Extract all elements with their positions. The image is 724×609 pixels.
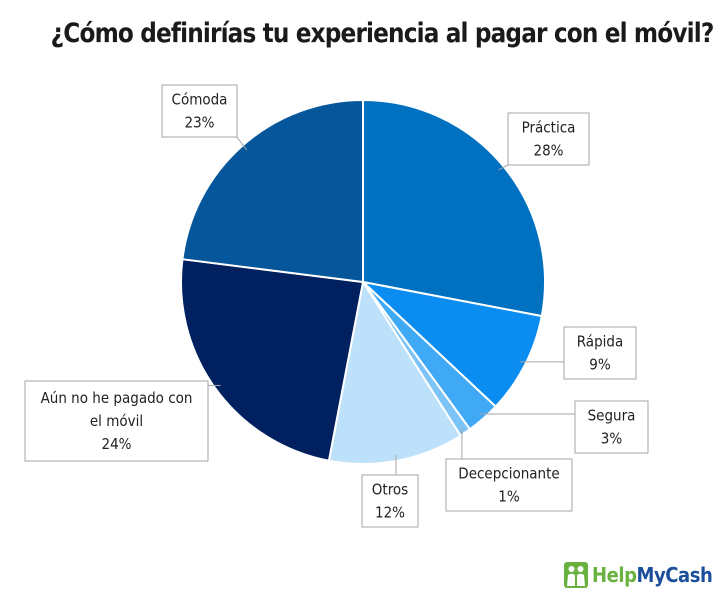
pie-slice-c-moda	[181, 98, 364, 284]
data-label-category: Cómoda	[172, 91, 228, 109]
data-label-category: Segura	[588, 407, 636, 425]
data-label-category: Otros	[372, 481, 408, 499]
data-label-value: 23%	[185, 114, 215, 132]
callout-box	[563, 326, 637, 380]
data-label-value: 9%	[589, 356, 611, 374]
pie-slice-pr-ctica	[362, 98, 546, 318]
data-label-value: 3%	[601, 430, 623, 448]
data-label-category: Aún no he pagado con	[41, 389, 193, 407]
callout-c-moda: Cómoda 23%	[161, 84, 238, 138]
chart-title: ¿Cómo definirías tu experiencia al pagar…	[50, 18, 715, 49]
callout-box	[574, 400, 649, 454]
data-label-category: el móvil	[90, 412, 143, 430]
callout-r-pida: Rápida 9%	[563, 326, 637, 380]
leader-line	[498, 164, 509, 171]
callout-pr-ctica: Práctica 28%	[507, 112, 590, 166]
callout-box	[24, 380, 209, 462]
leader-line	[236, 136, 248, 151]
brand-logo: HelpMyCash	[563, 560, 724, 590]
callout-segura: Segura 3%	[574, 400, 649, 454]
data-label-category: Rápida	[577, 333, 623, 351]
data-label-value: 12%	[375, 504, 405, 522]
callout-box	[361, 474, 419, 528]
people-icon	[564, 562, 588, 588]
callout-box	[507, 112, 590, 166]
callout-box	[161, 84, 238, 138]
data-label-value: 24%	[102, 435, 132, 453]
pie-slice-otros	[327, 279, 462, 465]
callout-box	[445, 458, 573, 512]
callout-decepcionante: Decepcionante 1%	[445, 458, 573, 512]
pie-slice-r-pida	[359, 280, 543, 409]
data-label-category: Decepcionante	[458, 465, 559, 483]
pie-slice-a-n-no-he-pagado-con-el-m-vil	[180, 258, 365, 462]
data-label-value: 1%	[498, 488, 520, 506]
brand-name: HelpMyCash	[592, 563, 713, 587]
data-label-value: 28%	[534, 142, 564, 160]
data-label-category: Práctica	[522, 119, 576, 137]
callout-a-n-no-he-pagado-con-el-m-vil: Aún no he pagado con el móvil 24%	[24, 380, 209, 462]
callout-otros: Otros 12%	[361, 474, 419, 528]
